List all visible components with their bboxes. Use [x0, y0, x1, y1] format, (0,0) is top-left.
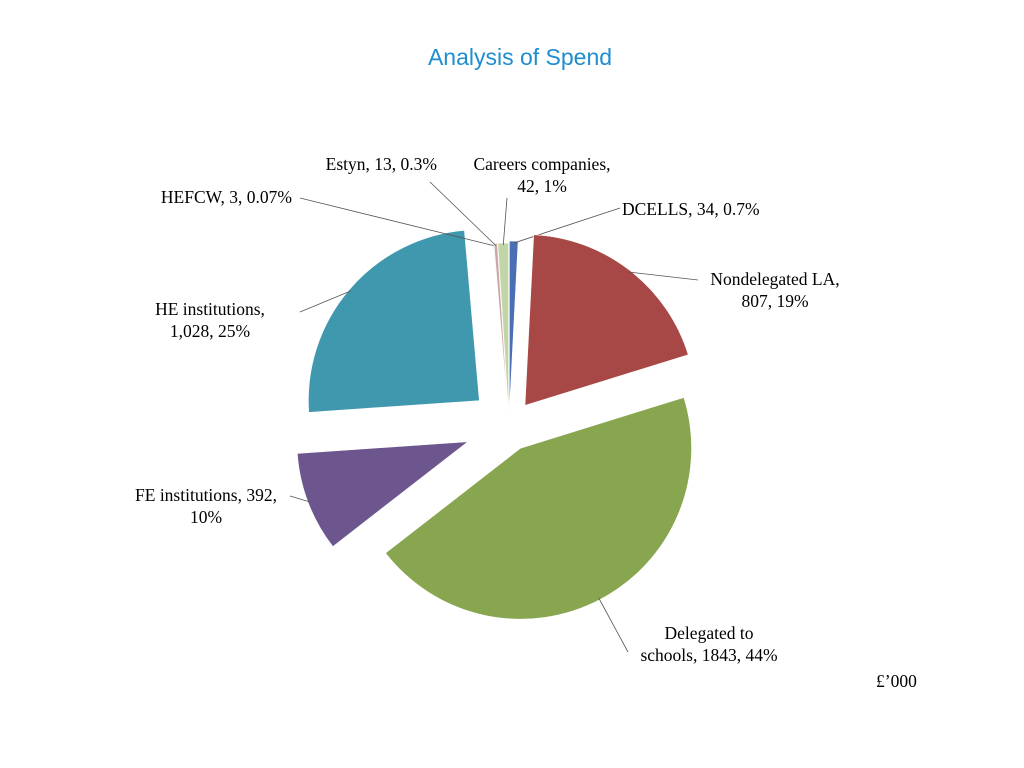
leader-line [502, 197, 508, 246]
slice-label-line: DCELLS, 34, 0.7% [622, 199, 760, 219]
slice-label: Careers companies, 42, 1% [460, 153, 624, 197]
pie-slice-delegated-to-schools [385, 397, 692, 620]
slice-label-line: 1,028, 25% [169, 321, 251, 341]
pie-slice-fe-institutions [296, 441, 469, 548]
leader-line [598, 597, 629, 653]
slice-label-line: 42, 1% [517, 176, 567, 196]
slice-label-line: schools, 1843, 44% [640, 645, 778, 665]
leader-line [299, 290, 352, 313]
leader-line [628, 271, 699, 281]
slice-label: Nondelegated LA, 807, 19% [700, 268, 850, 312]
leader-line [513, 207, 621, 244]
slice-label-line: Estyn, 13, 0.3% [325, 154, 437, 174]
pie-slice-nondelegated-la [524, 234, 689, 406]
pie-slice-dcells [509, 240, 519, 413]
slice-label-line: HEFCW, 3, 0.07% [160, 187, 292, 207]
slice-label-line: FE institutions, 392, [135, 485, 277, 505]
slice-label: DCELLS, 34, 0.7% [622, 198, 760, 220]
slice-label-line: 10% [189, 507, 223, 527]
slice-label-line: HE institutions, [155, 299, 265, 319]
leader-line [429, 181, 497, 246]
units-note: £’000 [876, 671, 917, 691]
leader-line [299, 197, 494, 247]
slice-label: HE institutions, 1,028, 25% [130, 298, 290, 342]
slice-label-line: Careers companies, [473, 154, 611, 174]
slice-label-line: Delegated to [664, 623, 754, 643]
slice-label: FE institutions, 392, 10% [120, 484, 292, 528]
slice-label-line: Nondelegated LA, [710, 269, 840, 289]
pie-slice-he-institutions [308, 229, 480, 413]
slice-label: Estyn, 13, 0.3% [300, 153, 437, 175]
slice-label-line: 807, 19% [741, 291, 809, 311]
pie-slice-careers-companies [497, 242, 509, 415]
slice-label: Delegated to schools, 1843, 44% [620, 622, 798, 666]
leader-line [289, 495, 311, 503]
slice-label: HEFCW, 3, 0.07% [130, 186, 292, 208]
chart-title: Analysis of Spend [427, 44, 613, 70]
